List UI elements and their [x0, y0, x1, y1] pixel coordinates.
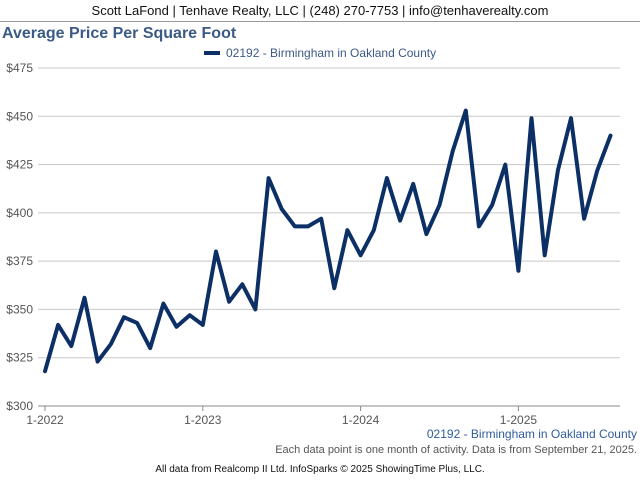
data-point — [135, 321, 139, 325]
chart-legend: 02192 - Birmingham in Oakland County — [204, 46, 436, 60]
data-point — [280, 207, 284, 211]
data-point — [424, 232, 428, 236]
data-point — [43, 369, 47, 373]
data-note: Each data point is one month of activity… — [275, 444, 637, 456]
data-point — [490, 203, 494, 207]
data-point — [69, 344, 73, 348]
data-point — [582, 217, 586, 221]
data-point — [267, 176, 271, 180]
data-point — [306, 224, 310, 228]
data-point — [96, 360, 100, 364]
copyright-footer: All data from Realcomp II Ltd. InfoSpark… — [155, 464, 485, 475]
y-tick-label: $350 — [6, 302, 33, 316]
data-point — [148, 346, 152, 350]
data-point — [56, 323, 60, 327]
data-point — [332, 286, 336, 290]
data-point — [359, 253, 363, 257]
agent-contact-bar: Scott LaFond | Tenhave Realty, LLC | (24… — [0, 0, 640, 22]
data-point — [503, 163, 507, 167]
data-point — [543, 253, 547, 257]
x-axis-ticks: 1-2022 1-2023 1-2024 1-2025 — [26, 406, 537, 427]
data-point — [569, 116, 573, 120]
data-point — [319, 217, 323, 221]
data-point — [201, 323, 205, 327]
y-tick-label: $475 — [6, 61, 33, 75]
data-point — [253, 307, 257, 311]
data-point — [161, 302, 165, 306]
chart-grid — [38, 67, 620, 407]
data-point — [556, 168, 560, 172]
data-point — [293, 224, 297, 228]
data-point — [516, 269, 520, 273]
y-tick-label: $300 — [6, 399, 33, 413]
data-point — [398, 219, 402, 223]
data-point — [345, 228, 349, 232]
x-tick-label: 1-2025 — [500, 413, 538, 427]
area-source-label: 02192 - Birmingham in Oakland County — [426, 427, 637, 441]
plot-area — [43, 108, 613, 374]
data-point — [411, 182, 415, 186]
legend-series-label: 02192 - Birmingham in Oakland County — [226, 46, 436, 60]
y-tick-label: $400 — [6, 206, 33, 220]
y-tick-label: $375 — [6, 254, 33, 268]
data-point — [464, 108, 468, 112]
y-axis-ticks: $300 $325 $350 $375 $400 $425 $450 $475 — [6, 61, 33, 413]
x-tick-label: 1-2022 — [26, 413, 64, 427]
data-point — [188, 313, 192, 317]
data-point — [451, 149, 455, 153]
data-point — [227, 300, 231, 304]
data-point — [240, 282, 244, 286]
x-tick-label: 1-2024 — [342, 413, 380, 427]
data-point — [595, 168, 599, 172]
y-tick-label: $425 — [6, 158, 33, 172]
data-point — [122, 315, 126, 319]
data-point — [438, 203, 442, 207]
data-point — [109, 342, 113, 346]
data-point — [82, 296, 86, 300]
data-point — [175, 325, 179, 329]
x-tick-label: 1-2023 — [184, 413, 222, 427]
data-point — [477, 224, 481, 228]
data-point — [372, 228, 376, 232]
agent-contact-text: Scott LaFond | Tenhave Realty, LLC | (24… — [91, 3, 549, 18]
data-point — [385, 176, 389, 180]
y-tick-label: $450 — [6, 109, 33, 123]
data-point — [530, 116, 534, 120]
data-point — [608, 134, 612, 138]
data-point — [214, 249, 218, 253]
series-line — [43, 108, 613, 374]
chart-title: Average Price Per Square Foot — [2, 25, 237, 42]
y-tick-label: $325 — [6, 351, 33, 365]
